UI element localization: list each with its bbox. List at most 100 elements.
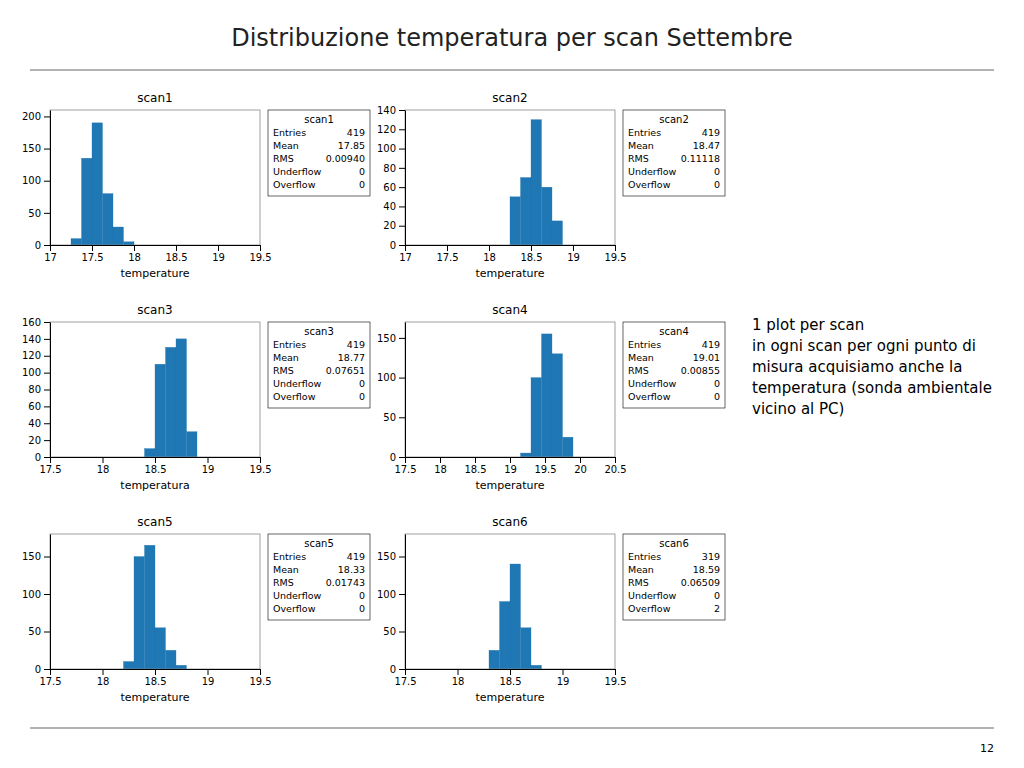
y-tick: 160	[22, 317, 50, 328]
y-tick: 50	[383, 626, 405, 637]
x-tick: 18.5	[165, 245, 187, 263]
y-tick-mark	[399, 632, 405, 633]
y-axis-line	[50, 111, 51, 246]
stats-label: RMS	[628, 153, 649, 164]
y-tick-label: 20	[383, 220, 396, 231]
stats-value: 0	[359, 166, 365, 177]
panel-title: scan2	[492, 91, 527, 105]
y-tick: 0	[390, 240, 405, 251]
y-tick-label: 150	[22, 143, 41, 154]
stats-value: 19.01	[693, 352, 720, 363]
bars	[510, 120, 563, 245]
y-tick-label: 0	[390, 452, 396, 463]
x-tick-label: 18.5	[165, 252, 187, 263]
y-tick: 200	[22, 111, 50, 122]
stats-value: 0	[359, 590, 365, 601]
x-tick: 17.5	[394, 669, 416, 687]
x-tick: 18	[483, 245, 496, 263]
bar	[145, 545, 156, 669]
x-axis-title: temperatura	[120, 479, 189, 492]
bar	[134, 557, 145, 670]
x-tick-label: 18	[452, 676, 465, 687]
x-tick-label: 19	[202, 676, 215, 687]
stats-label: Overflow	[628, 179, 671, 190]
y-tick: 0	[390, 664, 405, 675]
y-tick: 60	[383, 182, 405, 193]
stats-frame	[623, 110, 725, 196]
stats-header: scan4	[659, 326, 689, 337]
y-tick-label: 140	[377, 105, 396, 116]
bar	[103, 194, 114, 245]
x-tick-label: 20.5	[604, 464, 626, 475]
x-tick: 19.5	[604, 245, 626, 263]
x-tick-mark	[92, 245, 93, 251]
x-tick: 17.5	[39, 457, 61, 475]
y-tick-label: 150	[377, 333, 396, 344]
stats-value: 419	[702, 339, 720, 350]
y-tick-label: 100	[22, 367, 41, 378]
top-rule	[30, 69, 994, 71]
y-tick: 50	[28, 626, 50, 637]
stats-label: RMS	[628, 577, 649, 588]
y-tick: 100	[377, 372, 405, 383]
stats-label: Underflow	[273, 378, 322, 389]
x-axis-line	[51, 245, 261, 246]
y-tick-mark	[399, 187, 405, 188]
x-tick: 19	[202, 457, 215, 475]
y-tick: 20	[28, 435, 50, 446]
x-tick-mark	[176, 245, 177, 251]
histogram-panel: 17.51818.51919.5050100150scan6temperatur…	[377, 515, 725, 704]
bottom-rule	[30, 727, 994, 729]
y-tick-label: 160	[22, 317, 41, 328]
bar	[176, 339, 187, 457]
x-tick: 17.5	[436, 245, 458, 263]
stats-label: Overflow	[273, 179, 316, 190]
stats-label: Underflow	[273, 166, 322, 177]
y-tick: 140	[377, 105, 405, 116]
stats-value: 0	[359, 378, 365, 389]
x-tick-mark	[615, 245, 616, 251]
y-axis: 050100150	[22, 535, 51, 675]
y-tick: 100	[377, 589, 405, 600]
x-tick: 18.5	[520, 245, 542, 263]
x-tick-label: 19.5	[249, 464, 271, 475]
y-tick-mark	[399, 206, 405, 207]
stats-value: 419	[347, 339, 365, 350]
y-tick-label: 150	[22, 551, 41, 562]
histogram-panel: 1717.51818.51919.5050100150200scan1tempe…	[22, 91, 370, 280]
page: Distribuzione temperatura per scan Sette…	[0, 0, 1024, 768]
stats-header: scan2	[659, 114, 689, 125]
stats-label: Underflow	[273, 590, 322, 601]
stats-box: scan6Entries319Mean18.59RMS0.06509Underf…	[623, 534, 725, 620]
x-tick-mark	[563, 669, 564, 675]
bar	[155, 628, 166, 669]
y-tick: 100	[22, 589, 50, 600]
bars	[489, 564, 542, 669]
bar	[531, 665, 542, 669]
y-tick-mark	[44, 322, 50, 323]
stats-value: 0.00940	[326, 153, 365, 164]
x-tick-label: 18.5	[499, 676, 521, 687]
histogram-panel: 1717.51818.51919.5020406080100120140scan…	[377, 91, 725, 280]
x-tick: 20.5	[604, 457, 626, 475]
y-tick-mark	[399, 338, 405, 339]
y-tick-mark	[44, 356, 50, 357]
x-tick: 17.5	[39, 669, 61, 687]
x-tick-label: 17	[399, 252, 412, 263]
y-axis: 050100150	[377, 323, 406, 463]
x-tick: 19.5	[534, 457, 556, 475]
y-tick-mark	[399, 110, 405, 111]
bar	[521, 178, 532, 246]
x-tick-mark	[545, 457, 546, 463]
y-tick: 150	[377, 333, 405, 344]
page-number: 12	[980, 742, 994, 755]
bar	[124, 662, 135, 670]
x-axis-title: temperature	[120, 267, 189, 280]
x-tick-label: 18	[128, 252, 141, 263]
annotation-line: vicino al PC)	[752, 400, 844, 418]
x-tick-mark	[405, 457, 406, 463]
x-tick-label: 19	[202, 464, 215, 475]
panel-title: scan6	[492, 515, 527, 529]
stats-value: 0.07651	[326, 365, 365, 376]
plot-frame	[50, 322, 260, 457]
